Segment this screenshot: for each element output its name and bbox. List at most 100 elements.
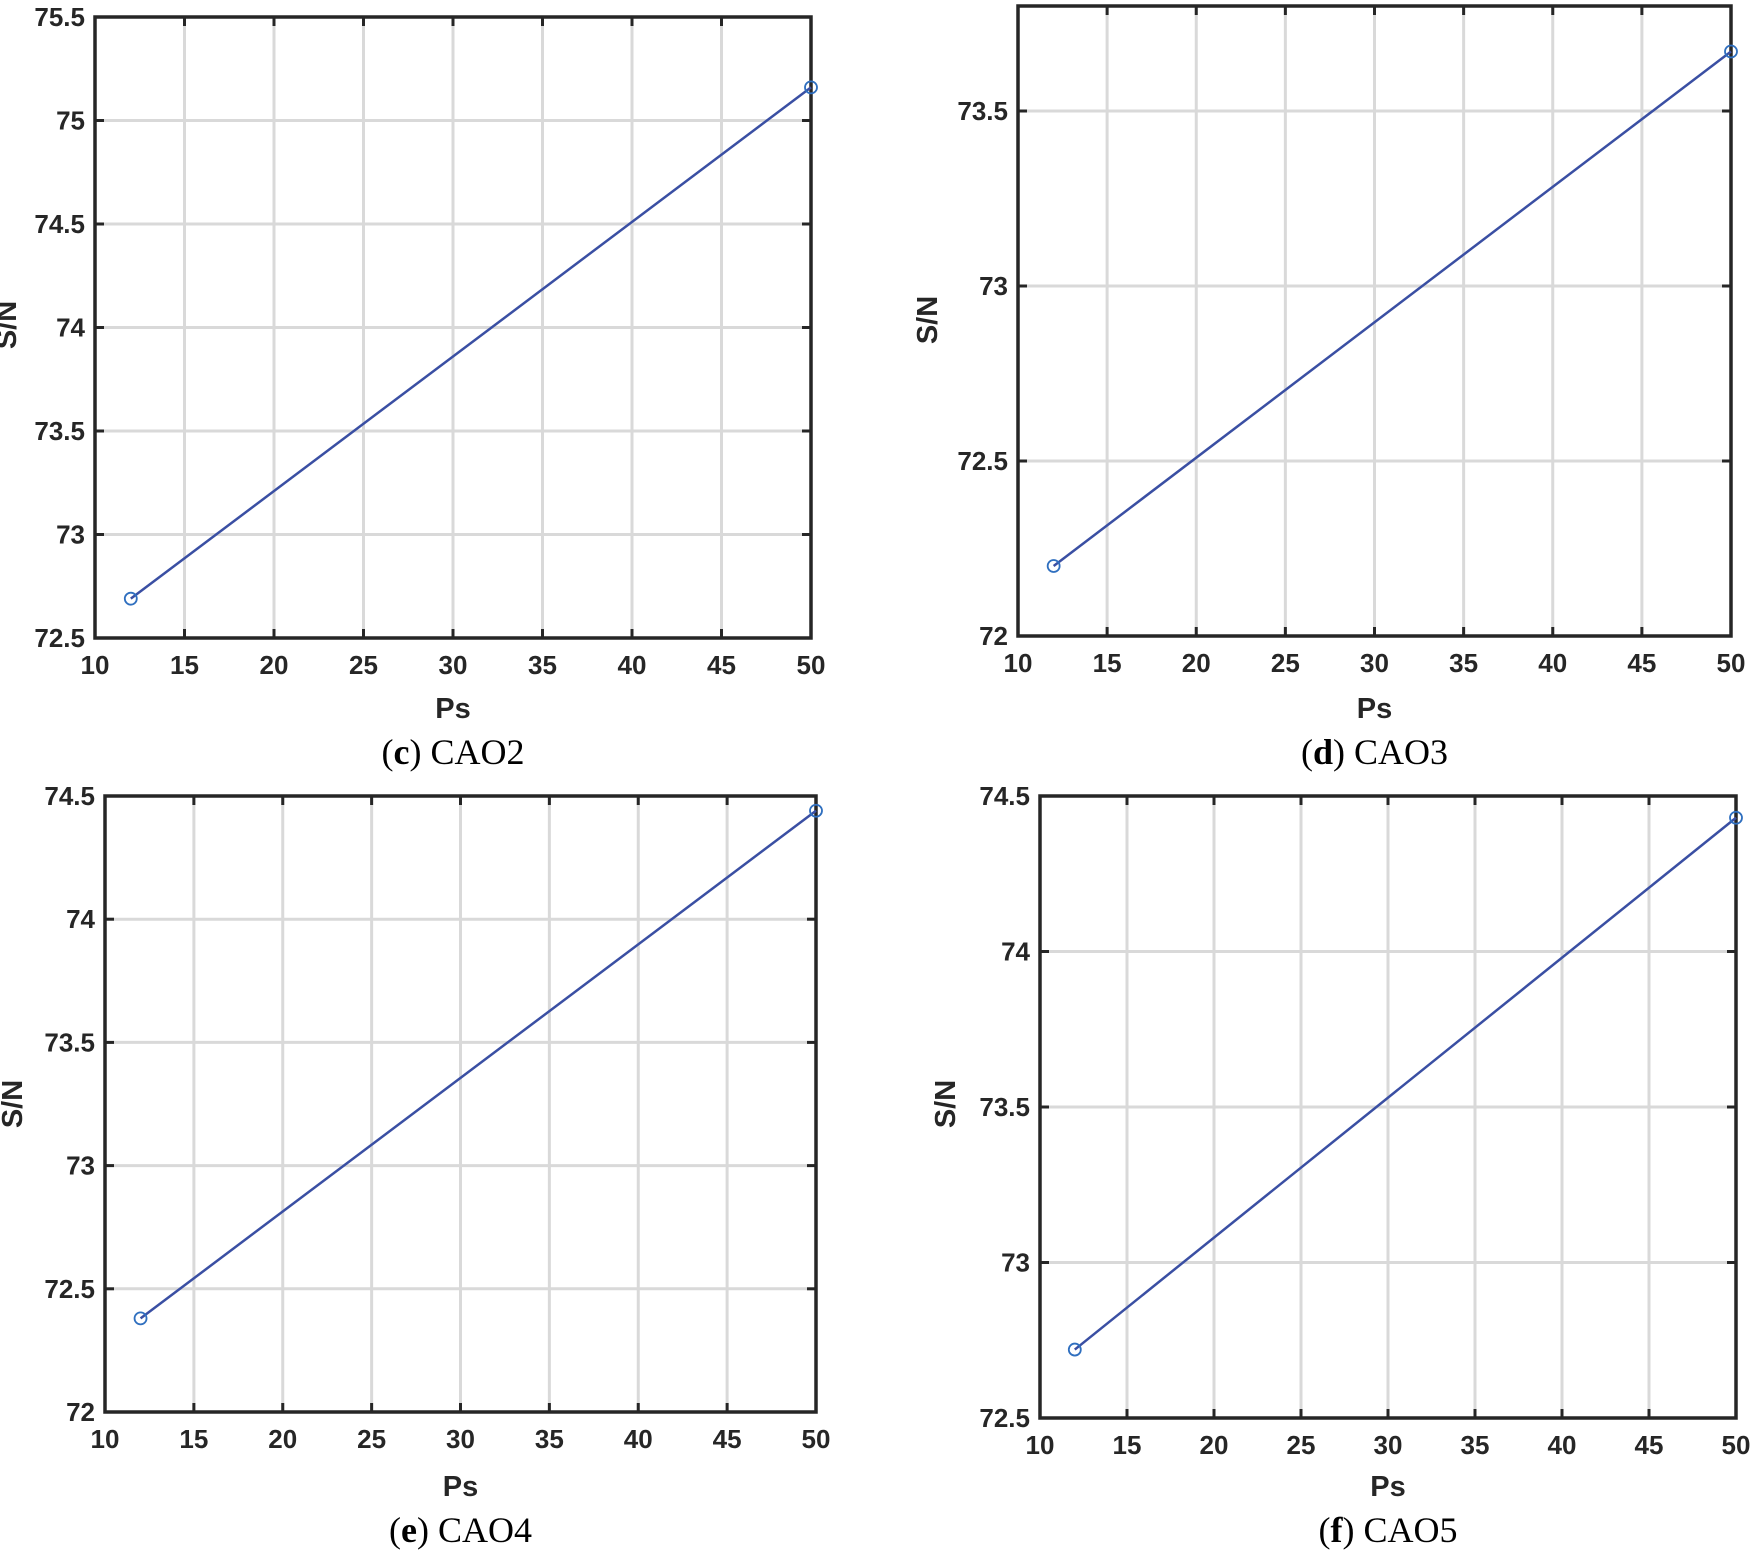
- panel-caption: (e) CAO4: [389, 1510, 532, 1550]
- y-tick-label: 72.5: [34, 623, 85, 653]
- y-tick-label: 75: [56, 106, 85, 136]
- y-tick-label: 74: [1001, 937, 1030, 967]
- x-tick-label: 10: [1004, 648, 1033, 678]
- chart-panel-f: 10 15 20 25 30 35 40 45 50 72.5 73 73.5 74 74.5 Ps S/N (…: [930, 781, 1750, 1550]
- x-tick-label: 20: [1200, 1430, 1229, 1460]
- x-tick-label: 45: [1635, 1430, 1664, 1460]
- x-tick-label: 25: [1287, 1430, 1316, 1460]
- data-point-marker: [123, 591, 138, 606]
- y-tick-label: 72.5: [979, 1403, 1030, 1433]
- y-axis-label: S/N: [912, 296, 944, 344]
- caption-name: CAO4: [438, 1510, 532, 1550]
- x-tick-label: 15: [1093, 648, 1122, 678]
- x-tick-label: 25: [349, 650, 378, 680]
- caption-close-paren: ): [417, 1510, 438, 1550]
- data-point-marker: [1724, 44, 1738, 59]
- x-axis-label: Ps: [1370, 1471, 1405, 1503]
- x-tick-label: 35: [528, 650, 557, 680]
- x-tick-label: 40: [624, 1424, 653, 1454]
- x-tick-label: 20: [1182, 648, 1211, 678]
- y-tick-label: 73: [56, 520, 85, 550]
- y-tick-label: 75.5: [34, 2, 85, 32]
- x-tick-label: 50: [802, 1424, 831, 1454]
- caption-close-paren: ): [1333, 732, 1354, 772]
- y-tick-label: 72: [979, 621, 1008, 651]
- x-tick-label: 30: [439, 650, 468, 680]
- x-tick-label: 15: [1113, 1430, 1142, 1460]
- series-line: [139, 809, 817, 1320]
- x-tick-label: 10: [91, 1424, 120, 1454]
- x-tick-label: 45: [713, 1424, 742, 1454]
- y-tick-label: 73.5: [44, 1027, 95, 1057]
- panel-caption: (d) CAO3: [1301, 732, 1448, 772]
- x-tick-label: 35: [535, 1424, 564, 1454]
- y-tick-label: 74.5: [979, 781, 1030, 811]
- data-point-marker: [809, 803, 823, 818]
- x-tick-label: 40: [1548, 1430, 1577, 1460]
- y-tick-label: 73.5: [957, 96, 1008, 126]
- x-tick-label: 30: [1360, 648, 1389, 678]
- caption-open-paren: (: [1318, 1510, 1330, 1550]
- x-tick-label: 20: [268, 1424, 297, 1454]
- chart-panel-d: 10 15 20 25 30 35 40 45 50 72 72.5 73 73.5 Ps S/N (d) C…: [912, 4, 1746, 772]
- x-tick-label: 45: [707, 650, 736, 680]
- x-tick-label: 45: [1627, 648, 1656, 678]
- x-tick-label: 25: [1271, 648, 1300, 678]
- y-axis-label: S/N: [0, 1080, 29, 1128]
- x-tick-label: 30: [446, 1424, 475, 1454]
- x-tick-label: 10: [1026, 1430, 1055, 1460]
- panel-caption: (f) CAO5: [1318, 1510, 1457, 1550]
- x-tick-label: 35: [1449, 648, 1478, 678]
- data-point-marker: [1046, 559, 1061, 573]
- x-tick-label: 50: [1717, 648, 1746, 678]
- chart-panel-c: 10 15 20 25 30 35 40 45 50 72.5 73 73.5 74 74.5 75 75.5…: [0, 2, 825, 772]
- caption-name: CAO3: [1354, 732, 1448, 772]
- data-point-marker: [1729, 810, 1743, 825]
- y-tick-label: 74: [66, 904, 95, 934]
- caption-close-paren: ): [409, 732, 430, 772]
- x-tick-label: 50: [797, 650, 826, 680]
- y-axis-label: S/N: [0, 301, 23, 349]
- y-tick-label: 72.5: [44, 1274, 95, 1304]
- x-tick-label: 20: [260, 650, 289, 680]
- x-tick-label: 25: [357, 1424, 386, 1454]
- y-tick-label: 74: [56, 313, 85, 343]
- y-tick-label: 74.5: [44, 781, 95, 811]
- y-tick-label: 72.5: [957, 446, 1008, 476]
- x-tick-label: 50: [1722, 1430, 1751, 1460]
- panel-caption: (c) CAO2: [382, 732, 525, 772]
- series-line: [1052, 50, 1732, 567]
- x-axis-label: Ps: [443, 1471, 478, 1503]
- y-tick-label: 73.5: [34, 416, 85, 446]
- series-line: [130, 86, 812, 600]
- caption-name: CAO5: [1363, 1510, 1457, 1550]
- x-axis-label: Ps: [1357, 693, 1392, 725]
- caption-close-paren: ): [1342, 1510, 1363, 1550]
- x-tick-label: 40: [618, 650, 647, 680]
- caption-name: CAO2: [430, 732, 524, 772]
- x-tick-label: 15: [170, 650, 199, 680]
- caption-letter: e: [401, 1510, 417, 1550]
- x-tick-label: 15: [179, 1424, 208, 1454]
- chart-panel-e: 10 15 20 25 30 35 40 45 50 72 72.5 73 73.5 74 74.5 Ps S/…: [0, 781, 830, 1550]
- x-tick-label: 10: [81, 650, 110, 680]
- data-point-marker: [133, 1311, 148, 1326]
- y-tick-label: 73.5: [979, 1092, 1030, 1122]
- y-axis-label: S/N: [930, 1080, 962, 1128]
- y-tick-label: 73: [979, 271, 1008, 301]
- data-point-marker: [1067, 1342, 1082, 1357]
- caption-open-paren: (: [389, 1510, 401, 1550]
- series-line: [1074, 816, 1737, 1351]
- x-tick-label: 30: [1374, 1430, 1403, 1460]
- y-tick-label: 73: [66, 1151, 95, 1181]
- caption-open-paren: (: [382, 732, 394, 772]
- caption-letter: c: [394, 732, 410, 772]
- caption-letter: d: [1313, 732, 1333, 772]
- x-tick-label: 40: [1538, 648, 1567, 678]
- y-tick-label: 72: [66, 1397, 95, 1427]
- y-tick-label: 73: [1001, 1248, 1030, 1278]
- caption-open-paren: (: [1301, 732, 1313, 772]
- data-point-marker: [804, 80, 818, 95]
- x-tick-label: 35: [1461, 1430, 1490, 1460]
